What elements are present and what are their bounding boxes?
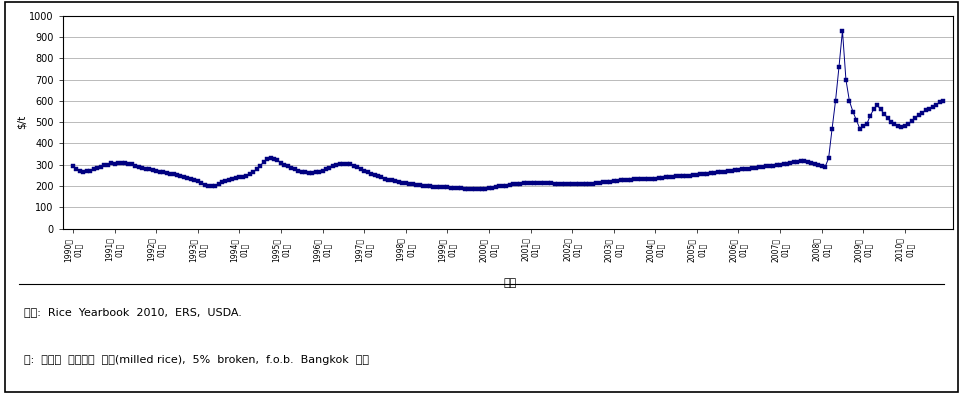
Text: 자료:  Rice  Yearbook  2010,  ERS,  USDA.: 자료: Rice Yearbook 2010, ERS, USDA. — [24, 307, 242, 317]
Y-axis label: $/t: $/t — [16, 115, 26, 129]
Text: 연월: 연월 — [504, 278, 517, 288]
Text: 주:  태국산  장립종은  정곡(milled rice),  5%  broken,  f.o.b.  Bangkok  기준: 주: 태국산 장립종은 정곡(milled rice), 5% broken, … — [24, 355, 369, 364]
